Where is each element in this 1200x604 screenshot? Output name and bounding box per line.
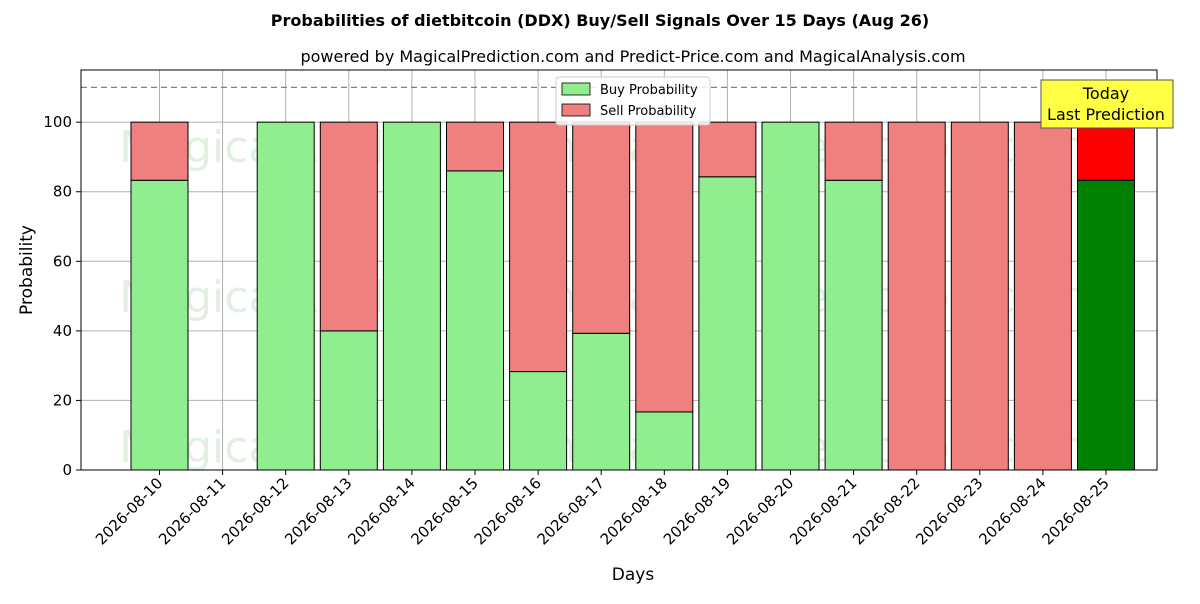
buy-bar [824, 179, 883, 471]
buy-bar [572, 332, 631, 471]
x-tick-label: 2026-08-24 [975, 474, 1049, 548]
legend-buy-label: Buy Probability [600, 83, 698, 98]
x-tick-label: 2026-08-18 [597, 474, 671, 548]
chart-title: Probabilities of dietbitcoin (DDX) Buy/S… [271, 11, 929, 30]
legend: Buy Probability Sell Probability [555, 76, 711, 126]
today-label: Today [1082, 84, 1129, 103]
sell-bar [572, 121, 631, 334]
sell-bar [950, 121, 1009, 471]
last-prediction-label: Last Prediction [1047, 105, 1165, 124]
x-tick-label: 2026-08-10 [92, 474, 166, 548]
legend-buy-swatch [561, 82, 591, 96]
sell-bar [1077, 121, 1135, 181]
buy-bar [509, 371, 568, 471]
x-tick-label: 2026-08-25 [1038, 474, 1112, 548]
sell-bar [319, 121, 378, 332]
y-tick-label: 80 [53, 183, 72, 201]
sell-bar [698, 121, 757, 178]
x-tick-label: 2026-08-14 [344, 474, 418, 548]
y-tick-label: 20 [53, 391, 72, 409]
sell-bar [635, 121, 694, 413]
x-tick-label: 2026-08-13 [281, 474, 355, 548]
buy-bar [130, 179, 189, 471]
buy-bar [761, 121, 820, 471]
buy-bar [1077, 179, 1135, 471]
sell-bar [887, 121, 946, 471]
x-tick-label: 2026-08-12 [218, 474, 292, 548]
x-tick-label: 2026-08-16 [471, 474, 545, 548]
chart-subtitle: powered by MagicalPrediction.com and Pre… [300, 47, 965, 66]
x-tick-label: 2026-08-23 [912, 474, 986, 548]
today-annotation: Today Last Prediction [1040, 79, 1174, 129]
legend-sell-swatch [561, 103, 591, 117]
y-tick-label: 0 [62, 461, 72, 479]
buy-bar [698, 176, 757, 471]
x-tick-label: 2026-08-17 [534, 474, 608, 548]
plot-frame [80, 69, 1158, 471]
buy-bar [635, 411, 694, 471]
y-tick-label: 60 [53, 252, 72, 270]
sell-bar [509, 121, 568, 373]
x-axis-label: Days [612, 565, 655, 585]
y-tick-label: 40 [53, 322, 72, 340]
sell-bar [446, 121, 504, 172]
y-tick-label: 100 [43, 113, 72, 131]
buy-bar [319, 330, 378, 471]
sell-bar [824, 121, 883, 181]
x-tick-label: 2026-08-21 [786, 474, 860, 548]
buy-bar [256, 121, 315, 471]
x-tick-label: 2026-08-19 [660, 474, 734, 548]
buy-bar [446, 170, 504, 471]
legend-sell-label: Sell Probability [600, 104, 697, 119]
sell-bar [130, 121, 189, 181]
x-tick-label: 2026-08-22 [849, 474, 923, 548]
bars-layer [130, 121, 1135, 471]
legend-box [555, 76, 711, 126]
x-tick-label: 2026-08-15 [407, 474, 481, 548]
y-axis-label: Probability [17, 225, 37, 315]
sell-bar [1013, 121, 1072, 471]
today-box [1040, 79, 1174, 129]
x-tick-label: 2026-08-11 [155, 474, 229, 548]
buy-bar [382, 121, 441, 471]
x-tick-label: 2026-08-20 [723, 474, 797, 548]
